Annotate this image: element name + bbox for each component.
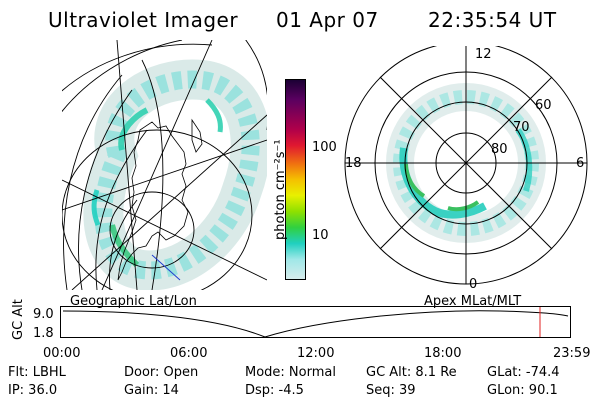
lat-label-60: 60 xyxy=(535,98,552,113)
alt-ylabel: GC Alt xyxy=(11,299,26,340)
ip-value: IP: 36.0 xyxy=(8,383,58,398)
antarctica-coastline xyxy=(117,118,203,281)
apex-label: Apex MLat/MLT xyxy=(424,294,522,309)
mode-value: Mode: Normal xyxy=(245,365,336,380)
alt-ytick-low: 1.8 xyxy=(33,326,54,341)
geographic-map xyxy=(62,40,267,290)
mlt-label-12: 12 xyxy=(475,47,492,62)
alt-xtick-2359: 23:59 xyxy=(553,346,591,361)
gc-alt-value: GC Alt: 8.1 Re xyxy=(366,365,457,380)
alt-xtick-0600: 06:00 xyxy=(170,346,208,361)
door-value: Door: Open xyxy=(124,365,199,380)
filter-value: Flt: LBHL xyxy=(8,365,66,380)
time-label: 22:35:54 UT xyxy=(428,8,557,32)
colorbar-tick-100: 100 xyxy=(312,140,337,155)
geo-grid xyxy=(62,40,267,290)
mlt-label-6: 6 xyxy=(576,156,585,171)
lat-label-80: 80 xyxy=(491,142,508,157)
alt-xtick-1200: 12:00 xyxy=(297,346,335,361)
colorbar xyxy=(285,79,306,280)
seq-value: Seq: 39 xyxy=(366,383,416,398)
colorbar-label: photon cm⁻²s⁻¹ xyxy=(273,139,288,240)
altitude-plot xyxy=(60,306,571,338)
alt-xtick-0000: 00:00 xyxy=(43,346,81,361)
geographic-label: Geographic Lat/Lon xyxy=(70,294,197,309)
mlt-label-18: 18 xyxy=(345,156,362,171)
polar-grid xyxy=(344,46,588,285)
lat-label-70: 70 xyxy=(513,120,530,135)
auroral-oval-geo xyxy=(83,59,267,290)
alt-xtick-1800: 18:00 xyxy=(424,346,462,361)
mlt-label-0: 0 xyxy=(469,277,478,292)
date-label: 01 Apr 07 xyxy=(276,8,379,32)
gain-value: Gain: 14 xyxy=(124,383,179,398)
colorbar-tick-10: 10 xyxy=(312,228,329,243)
terminator-line xyxy=(151,254,181,281)
alt-ytick-high: 9.0 xyxy=(33,307,54,322)
altitude-curve xyxy=(62,310,569,338)
instrument-title: Ultraviolet Imager xyxy=(48,8,239,32)
polar-plot xyxy=(344,46,588,285)
glat-value: GLat: -74.4 xyxy=(487,365,560,380)
dsp-value: Dsp: -4.5 xyxy=(245,383,304,398)
glon-value: GLon: 90.1 xyxy=(487,383,558,398)
